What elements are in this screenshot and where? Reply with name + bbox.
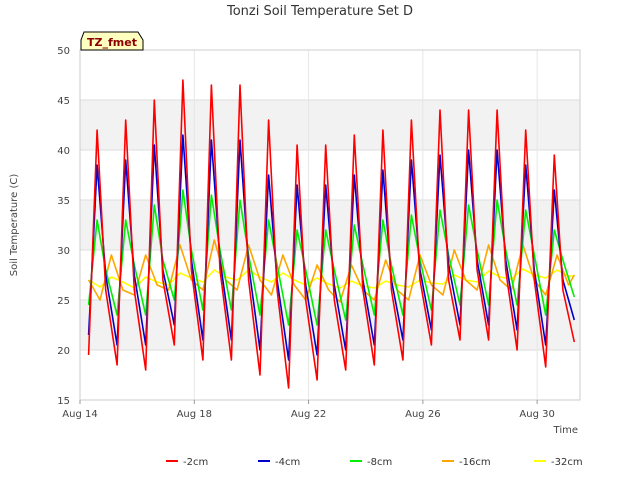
legend-label: -8cm bbox=[367, 457, 392, 468]
plot-band bbox=[80, 50, 580, 100]
legend-label: -16cm bbox=[459, 457, 491, 468]
y-tick-label: 15 bbox=[57, 396, 70, 407]
x-tick-label: Aug 14 bbox=[62, 409, 97, 420]
site-badge: TZ_fmet bbox=[80, 31, 144, 51]
x-tick-label: Aug 26 bbox=[405, 409, 440, 420]
y-tick-label: 25 bbox=[57, 296, 70, 307]
legend-label: -32cm bbox=[551, 457, 583, 468]
y-tick-label: 50 bbox=[57, 46, 70, 57]
legend-label: -2cm bbox=[183, 457, 208, 468]
x-axis-label: Time bbox=[553, 425, 578, 436]
legend: -2cm -4cm -8cm -16cm -32cm bbox=[166, 457, 583, 468]
series-lines bbox=[87, 79, 576, 389]
x-axis-ticks: Aug 14 Aug 18 Aug 22 Aug 26 Aug 30 bbox=[62, 400, 555, 420]
y-tick-label: 30 bbox=[57, 246, 70, 257]
x-tick-label: Aug 30 bbox=[519, 409, 554, 420]
chart-title: Tonzi Soil Temperature Set D bbox=[226, 4, 413, 19]
site-badge-label: TZ_fmet bbox=[87, 36, 137, 49]
plot-band bbox=[80, 350, 580, 400]
y-tick-label: 40 bbox=[57, 146, 70, 157]
x-tick-label: Aug 22 bbox=[291, 409, 326, 420]
y-tick-label: 20 bbox=[57, 346, 70, 357]
site-badge-shape bbox=[80, 31, 144, 51]
legend-label: -4cm bbox=[275, 457, 300, 468]
x-tick-label: Aug 18 bbox=[177, 409, 212, 420]
plot-band bbox=[80, 300, 580, 350]
series-line-2cm bbox=[87, 79, 576, 389]
y-axis-label: Soil Temperature (C) bbox=[9, 174, 20, 277]
y-tick-label: 35 bbox=[57, 196, 70, 207]
plot-frame bbox=[79, 49, 581, 401]
y-axis-ticks: 15 20 25 30 35 40 45 50 bbox=[57, 46, 70, 407]
y-tick-label: 45 bbox=[57, 96, 70, 107]
